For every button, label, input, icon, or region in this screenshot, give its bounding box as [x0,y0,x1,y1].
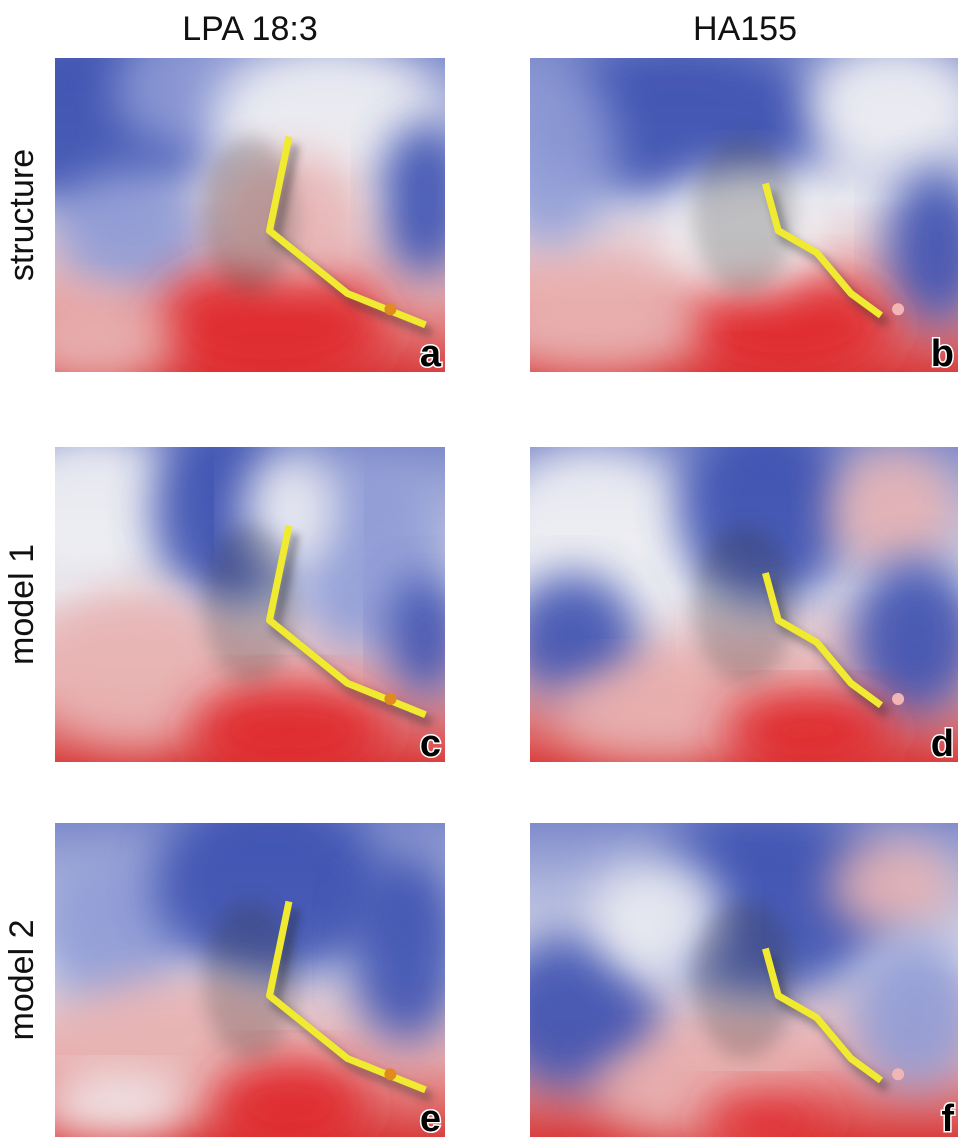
panel: f [487,807,961,1139]
panel-letter: e [420,1098,441,1139]
surface-patch [830,447,958,573]
surface-patch [487,58,615,246]
panel: d [487,416,961,769]
row-label: model 1 [3,544,41,665]
surface-patch [348,854,465,1042]
surface-patch [36,1074,192,1137]
surface-patch [55,168,211,294]
panel-letter: d [931,723,954,765]
panel-letter: a [420,333,442,375]
panel: c [0,416,465,778]
phosphate [892,693,904,705]
phosphate [384,693,396,705]
row-label: model 2 [3,920,41,1041]
phosphate [384,303,396,315]
surface-patch [379,121,473,278]
phosphate [892,303,904,315]
panel-letter: f [941,1098,954,1139]
phosphate [384,1068,396,1080]
phosphate [892,1068,904,1080]
surface-patch [387,573,465,699]
panel-letter: b [931,333,954,375]
column-title: HA155 [693,10,797,48]
surface-patch [830,839,958,933]
column-title: LPA 18:3 [182,10,318,48]
panel: e [36,792,465,1139]
surface-patch [16,294,172,388]
figure: LPA 18:3 HA155 a b c d e f structure model 1 mod… [0,0,961,1139]
surface-patch [487,278,701,372]
row-label: structure [3,149,41,281]
panel: a [0,27,472,388]
panel-letter: c [420,723,441,765]
panel: b [487,42,961,381]
